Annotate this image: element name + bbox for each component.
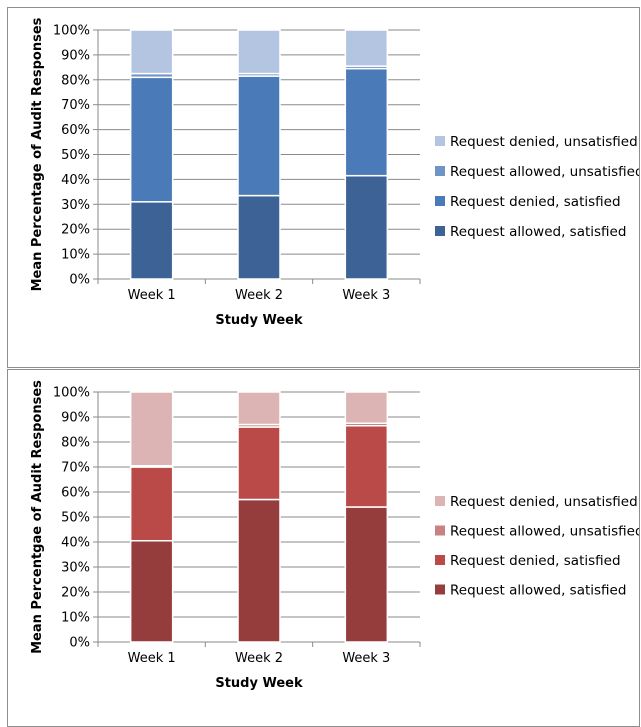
legend-swatch (435, 196, 445, 206)
y-tick-label: 0% (69, 273, 90, 288)
legend-label: Request allowed, satisfied (450, 583, 626, 599)
y-tick-label: 80% (61, 436, 90, 451)
bar-segment (344, 391, 389, 424)
y-tick-label: 90% (61, 411, 90, 426)
y-axis-title: Mean Percentage of Audit Responses (30, 17, 45, 291)
y-tick-label: 0% (69, 636, 90, 651)
legend-swatch (435, 584, 445, 595)
stacked-bar-chart-1: 0% 10% 20% 30% 40% 50% 60% 70% 80% 90% 100% Week 1 W… (30, 17, 639, 328)
legend-label: Request allowed, unsatisfied (450, 524, 639, 540)
bar-segment (129, 29, 174, 75)
bar-segment (344, 29, 389, 67)
legend-label: Request allowed, unsatisfied (450, 164, 639, 180)
legend-label: Request denied, satisfied (450, 553, 621, 569)
legend-label: Request denied, unsatisfied (450, 494, 638, 510)
x-tick-label: Week 2 (235, 288, 283, 303)
y-tick-label: 100% (53, 386, 90, 401)
bar-segment (129, 540, 174, 643)
bar-segment (344, 174, 389, 280)
y-tick-label: 20% (61, 586, 90, 601)
y-tick-label: 60% (61, 123, 90, 138)
x-axis-title: Study Week (215, 676, 303, 691)
chart-panel-2: 0% 10% 20% 30% 40% 50% 60% 70% 80% 90% 100% Week 1 W… (7, 369, 640, 727)
y-tick-label: 70% (61, 98, 90, 113)
x-axis-title: Study Week (215, 313, 303, 328)
legend-swatch (435, 136, 445, 146)
legend-label: Request denied, unsatisfied (450, 134, 638, 150)
bar-segment (344, 506, 389, 643)
x-tick-label: Week 3 (342, 288, 390, 303)
bar-segment (237, 29, 281, 75)
legend-swatch (435, 226, 445, 236)
legend-label: Request allowed, satisfied (450, 224, 626, 240)
y-axis-title: Mean Percentgae of Audit Responses (30, 380, 45, 654)
bar-segment (129, 201, 174, 280)
bar-segment (344, 425, 389, 508)
legend-swatch (435, 496, 445, 506)
legend: Request denied, unsatisfied Request allow… (435, 494, 639, 599)
y-tick-label: 90% (61, 48, 90, 63)
y-tick-label: 50% (61, 148, 90, 163)
legend-label: Request denied, satisfied (450, 194, 621, 210)
y-tick-label: 20% (61, 223, 90, 238)
legend-swatch (435, 166, 445, 176)
bar-segment (129, 466, 174, 542)
bar-segment (344, 67, 389, 177)
legend-swatch (435, 525, 445, 536)
bar-segment (237, 498, 281, 643)
y-tick-label: 10% (61, 611, 90, 626)
bar-segment (237, 426, 281, 501)
y-tick-label: 40% (61, 536, 90, 551)
bar-segment (129, 76, 174, 203)
y-tick-label: 100% (53, 24, 90, 39)
legend-swatch (435, 555, 445, 565)
x-tick-label: Week 3 (342, 651, 390, 666)
bar-segment (237, 391, 281, 426)
y-tick-label: 60% (61, 486, 90, 501)
y-tick-label: 30% (61, 561, 90, 576)
y-tick-label: 80% (61, 73, 90, 88)
y-tick-label: 40% (61, 173, 90, 188)
y-tick-label: 30% (61, 198, 90, 213)
chart-panel-1: 0% 10% 20% 30% 40% 50% 60% 70% 80% 90% 100% Week 1 W… (7, 7, 640, 368)
x-tick-label: Week 2 (235, 651, 283, 666)
bar-segment (129, 391, 174, 467)
y-tick-label: 70% (61, 461, 90, 476)
bar-segment (237, 75, 281, 197)
x-tick-label: Week 1 (128, 288, 176, 303)
stacked-bar-chart-2: 0% 10% 20% 30% 40% 50% 60% 70% 80% 90% 100% Week 1 W… (30, 380, 639, 691)
bar-segment (237, 194, 281, 280)
legend: Request denied, unsatisfied Request allow… (435, 134, 639, 240)
y-tick-label: 50% (61, 511, 90, 526)
y-tick-label: 10% (61, 248, 90, 263)
x-tick-label: Week 1 (128, 651, 176, 666)
